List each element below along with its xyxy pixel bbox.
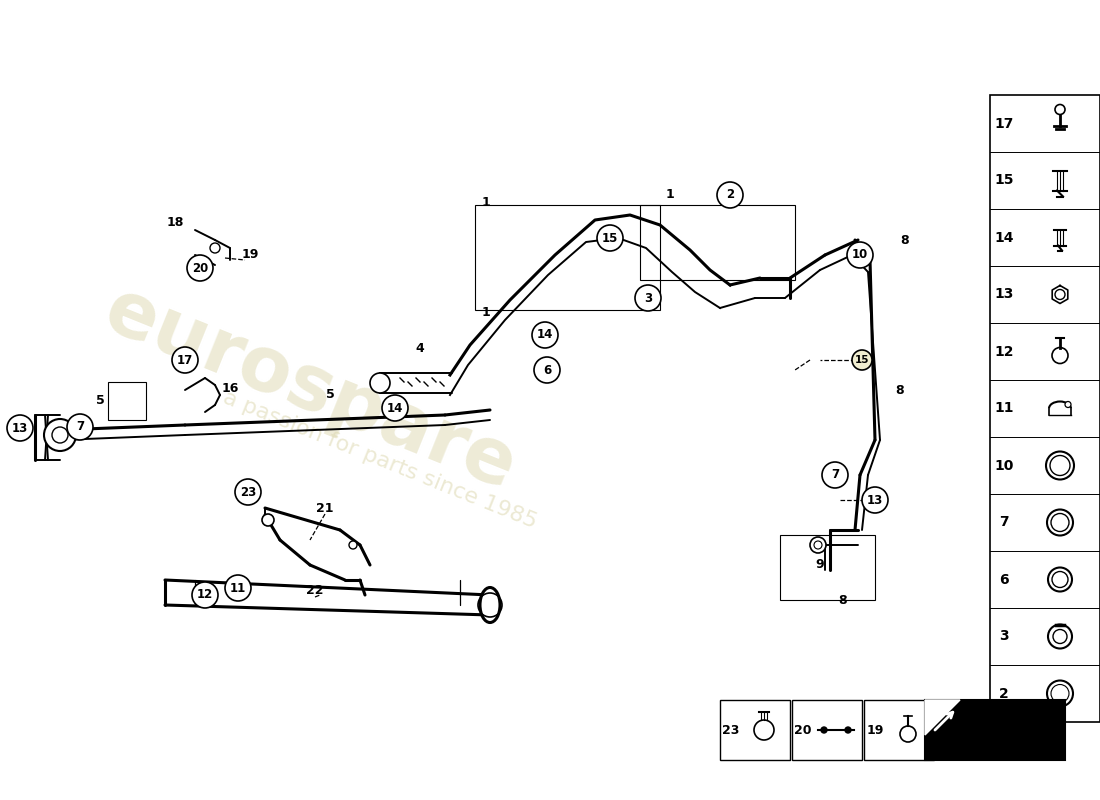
Circle shape: [44, 419, 76, 451]
Text: 8: 8: [895, 383, 904, 397]
Text: 20: 20: [794, 723, 812, 737]
Circle shape: [1055, 290, 1065, 299]
Bar: [475, 205, 660, 310]
Text: 13: 13: [12, 422, 29, 434]
Text: 10: 10: [994, 458, 1014, 473]
Circle shape: [717, 182, 743, 208]
Text: 15: 15: [855, 355, 869, 365]
Circle shape: [900, 726, 916, 742]
Circle shape: [810, 537, 826, 553]
Text: 3: 3: [999, 630, 1009, 643]
Text: 5: 5: [326, 389, 334, 402]
Text: 11: 11: [230, 582, 246, 594]
Text: 6: 6: [999, 573, 1009, 586]
Bar: [925, 700, 1065, 760]
Text: 8: 8: [838, 594, 847, 606]
Bar: [720, 700, 790, 760]
Text: 11: 11: [994, 402, 1014, 415]
Text: 20: 20: [191, 262, 208, 274]
Circle shape: [349, 541, 358, 549]
Circle shape: [226, 575, 251, 601]
Text: 15: 15: [994, 174, 1014, 187]
Circle shape: [822, 462, 848, 488]
Bar: [990, 95, 1100, 722]
Text: a passion for parts since 1985: a passion for parts since 1985: [220, 388, 540, 532]
Circle shape: [534, 357, 560, 383]
Text: 22: 22: [306, 583, 323, 597]
Text: eurospare: eurospare: [94, 274, 527, 506]
Text: 3: 3: [644, 291, 652, 305]
Text: 12: 12: [197, 589, 213, 602]
Text: 13: 13: [994, 287, 1014, 302]
Circle shape: [1052, 347, 1068, 363]
Circle shape: [827, 474, 839, 486]
Bar: [640, 205, 795, 280]
Text: 9: 9: [816, 558, 824, 571]
Text: 17: 17: [994, 117, 1014, 130]
Text: 13: 13: [867, 494, 883, 506]
Circle shape: [192, 582, 218, 608]
Bar: [780, 535, 874, 600]
Circle shape: [862, 487, 888, 513]
Circle shape: [532, 322, 558, 348]
Text: 2: 2: [999, 686, 1009, 701]
Text: 7: 7: [76, 421, 84, 434]
Circle shape: [821, 727, 827, 733]
Circle shape: [235, 479, 261, 505]
Text: 10: 10: [851, 249, 868, 262]
Text: 4: 4: [416, 342, 425, 354]
Text: 23: 23: [240, 486, 256, 498]
Circle shape: [52, 427, 68, 443]
Circle shape: [754, 720, 774, 740]
Text: 5: 5: [96, 394, 104, 406]
Text: 260 03: 260 03: [966, 726, 1041, 745]
Bar: [792, 700, 862, 760]
Text: 7: 7: [830, 469, 839, 482]
Circle shape: [847, 242, 873, 268]
Text: 12: 12: [994, 345, 1014, 358]
Circle shape: [1065, 402, 1071, 407]
Text: 1: 1: [482, 306, 491, 318]
Circle shape: [262, 514, 274, 526]
Text: 14: 14: [994, 230, 1014, 245]
Text: 16: 16: [221, 382, 239, 394]
Ellipse shape: [480, 587, 501, 622]
Text: 14: 14: [537, 329, 553, 342]
Text: 8: 8: [901, 234, 910, 246]
Text: 19: 19: [241, 249, 258, 262]
Text: 19: 19: [867, 723, 883, 737]
Text: 7: 7: [999, 515, 1009, 530]
Circle shape: [852, 350, 872, 370]
Circle shape: [7, 415, 33, 441]
Text: 2: 2: [726, 189, 734, 202]
Circle shape: [1055, 105, 1065, 114]
Circle shape: [382, 395, 408, 421]
Text: 1: 1: [482, 195, 491, 209]
Circle shape: [210, 243, 220, 253]
Circle shape: [814, 541, 822, 549]
Circle shape: [845, 727, 851, 733]
Text: 14: 14: [387, 402, 404, 414]
Text: 18: 18: [166, 215, 184, 229]
Polygon shape: [925, 700, 960, 735]
Circle shape: [67, 414, 94, 440]
Text: 23: 23: [723, 723, 739, 737]
Text: 17: 17: [177, 354, 194, 366]
Text: 15: 15: [602, 231, 618, 245]
Circle shape: [597, 225, 623, 251]
Circle shape: [635, 285, 661, 311]
Text: 1: 1: [666, 189, 674, 202]
Text: 6: 6: [543, 363, 551, 377]
Circle shape: [370, 373, 390, 393]
Circle shape: [172, 347, 198, 373]
Bar: [864, 700, 934, 760]
Text: 21: 21: [317, 502, 333, 514]
Circle shape: [187, 255, 213, 281]
Bar: [108, 382, 146, 420]
